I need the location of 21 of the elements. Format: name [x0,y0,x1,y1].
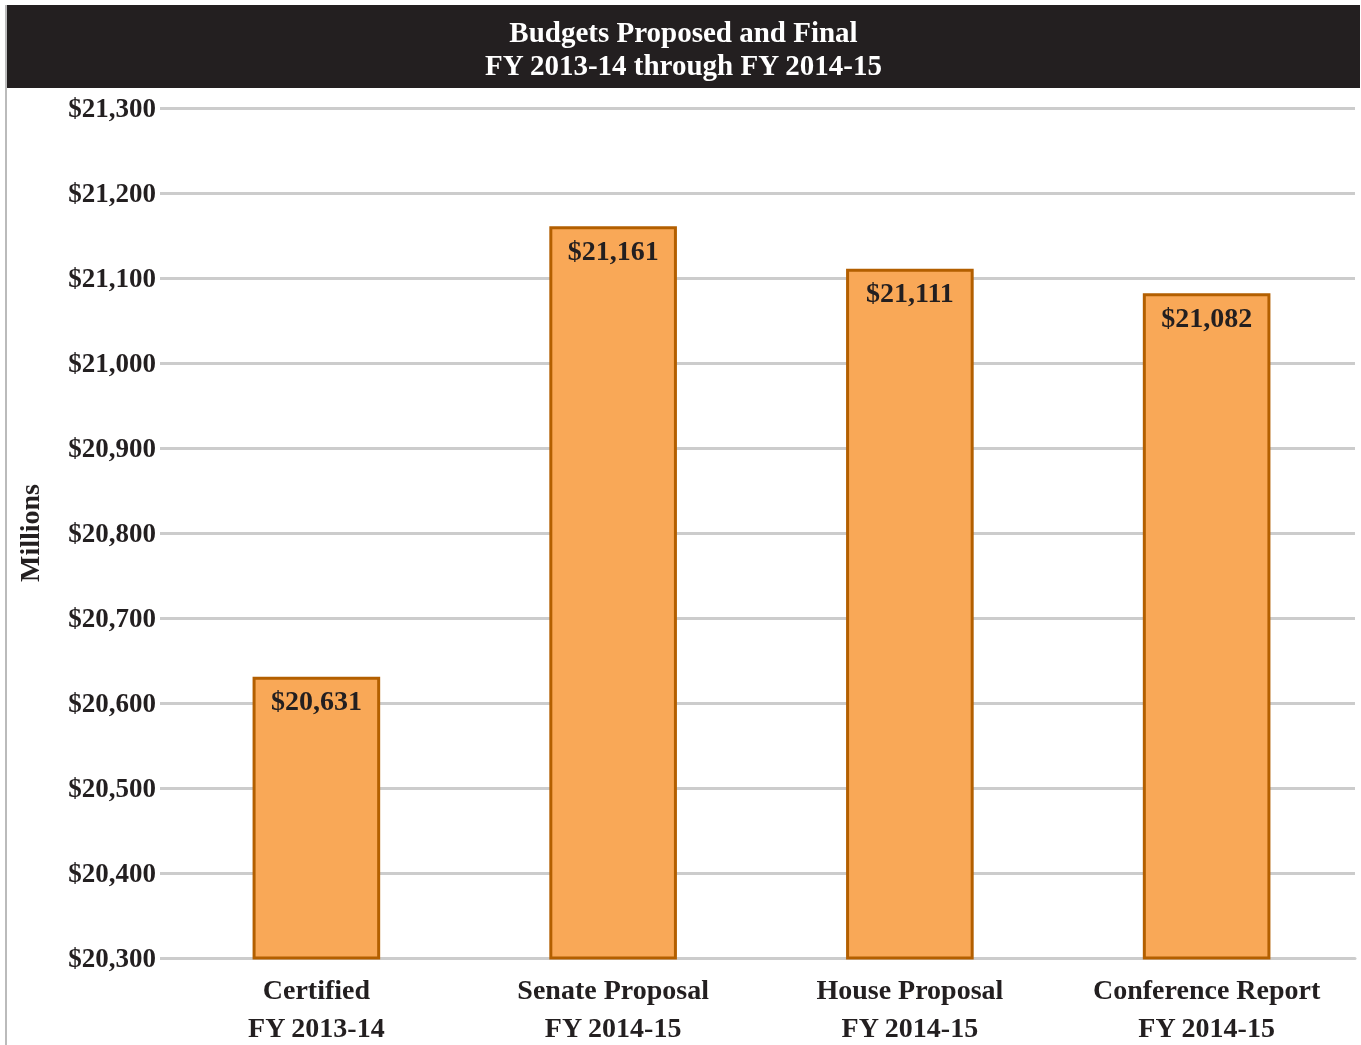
data-label: $21,111 [865,277,954,309]
y-axis-title: Millions [13,483,45,583]
x-tick-label: Conference Report FY 2014-15 [1092,973,1321,1043]
data-label: $20,631 [270,685,362,717]
y-tick-label: $20,300 [68,943,156,973]
data-label: $21,082 [1161,301,1253,333]
y-tick-label: $20,700 [68,603,156,633]
y-tick-label: $21,200 [68,178,156,208]
chart-title: Budgets Proposed and Final FY 2013-14 through FY 2014-15 [7,5,1360,88]
y-tick-label: $20,600 [68,688,156,718]
x-tick-label: House Proposal FY 2014-15 [816,973,1004,1043]
y-tick-label: $21,300 [68,93,156,123]
y-tick-label: $20,900 [68,433,156,463]
y-tick-label: $21,100 [68,263,156,293]
data-label: $21,161 [567,234,659,266]
x-tick-label: Senate Proposal FY 2014-15 [517,973,710,1043]
y-tick-label: $21,000 [68,348,156,378]
y-tick-label: $20,400 [68,858,156,888]
y-tick-label: $20,500 [68,773,156,803]
x-tick-label: Certified FY 2013-14 [248,973,385,1043]
y-tick-label: $20,800 [68,518,156,548]
